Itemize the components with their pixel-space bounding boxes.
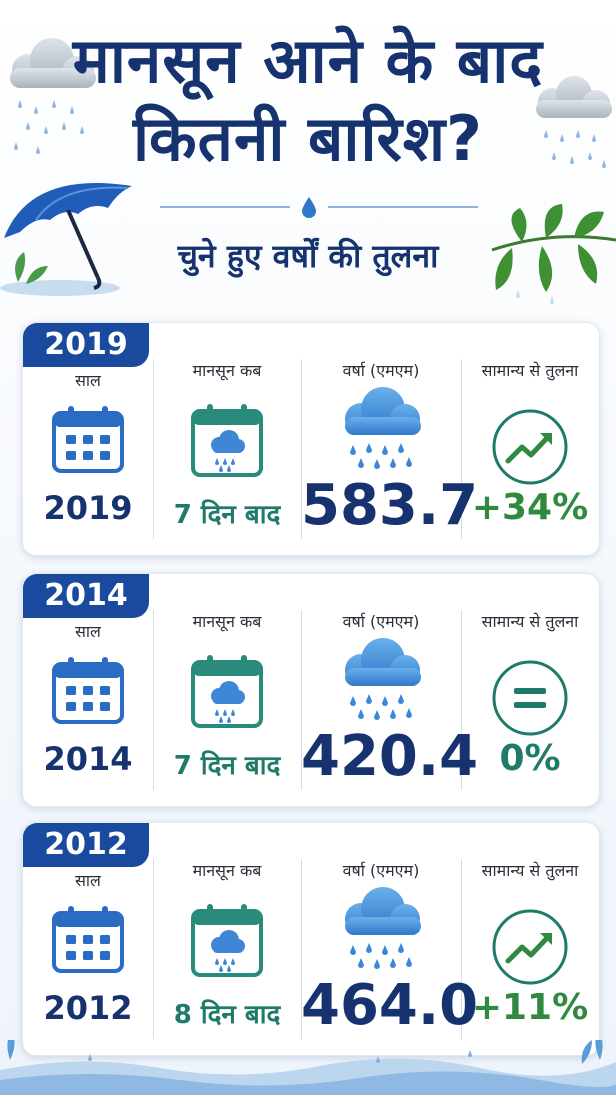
leaves-icon [491,204,616,304]
column-divider [461,610,462,790]
rain-cloud-icon [331,636,431,726]
comparison-column: सामान्य से तुलना 0% [461,574,599,806]
onset-column: मानसून कब 8 दिन बाद [153,823,301,1055]
divider-right [328,206,478,208]
onset-label: मानसून कब [192,361,262,380]
title-line-2: कितनी बारिश? [132,102,484,175]
rainfall-column: वर्षा (एमएम) 464.0 [301,823,479,1055]
column-divider [301,859,302,1039]
onset-value: 7 दिन बाद [173,500,281,530]
onset-column: मानसून कब 7 दिन बाद [153,574,301,806]
year-label: साल [75,871,101,890]
column-divider [461,859,462,1039]
rain-calendar-icon [191,903,263,977]
title-line-1: मानसून आने के बाद [72,24,544,97]
rainfall-value: 420.4 [301,724,479,789]
rainfall-value: 583.7 [301,473,479,538]
rain-calendar-icon [191,403,263,477]
header: मानसून आने के बाद कितनी बारिश? चुने हुए … [0,0,616,310]
rainfall-label: वर्षा (एमएम) [342,361,420,380]
rainfall-label: वर्षा (एमएम) [342,612,420,631]
trending-up-icon [490,407,570,487]
column-divider [301,610,302,790]
rain-cloud-icon [331,385,431,475]
comparison-label: सामान्य से तुलना [481,612,579,631]
year-value: 2014 [43,740,133,778]
year-card-2014: 2014 साल 2014 मानसून कब 7 दिन बाद वर्षा … [22,573,600,807]
comparison-value: 0% [499,738,561,779]
comparison-label: सामान्य से तुलना [481,361,579,380]
year-value: 2012 [43,989,133,1027]
year-column: साल 2012 [23,823,153,1055]
onset-value: 8 दिन बाद [173,1000,281,1030]
trending-up-icon [490,907,570,987]
comparison-value: +11% [471,987,589,1028]
water-drop-icon [302,197,316,218]
calendar-icon [52,656,124,724]
column-divider [301,359,302,539]
comparison-column: सामान्य से तुलना +11% [461,823,599,1055]
water-wave-decoration [0,1040,616,1095]
year-card-2019: 2019 साल 2019 मानसून कब 7 दिन बाद वर्षा … [22,322,600,556]
column-divider [461,359,462,539]
onset-column: मानसून कब 7 दिन बाद [153,323,301,555]
onset-label: मानसून कब [192,612,262,631]
rainfall-column: वर्षा (एमएम) 583.7 [301,323,479,555]
year-badge: 2012 [23,823,149,867]
year-badge: 2019 [23,323,149,367]
comparison-column: सामान्य से तुलना +34% [461,323,599,555]
calendar-icon [52,405,124,473]
year-column: साल 2014 [23,574,153,806]
year-column: साल 2019 [23,323,153,555]
comparison-value: +34% [471,487,589,528]
year-label: साल [75,371,101,390]
calendar-icon [52,905,124,973]
rain-calendar-icon [191,654,263,728]
year-card-2012: 2012 साल 2012 मानसून कब 8 दिन बाद वर्षा … [22,822,600,1056]
rain-cloud-decoration-icon [536,76,612,168]
equals-icon [490,658,570,738]
subtitle: चुने हुए वर्षों की तुलना [177,237,439,275]
year-value: 2019 [43,489,133,527]
rainfall-column: वर्षा (एमएम) 420.4 [301,574,479,806]
year-label: साल [75,622,101,641]
umbrella-icon [0,182,132,296]
year-badge: 2014 [23,574,149,618]
column-divider [153,859,154,1039]
rainfall-label: वर्षा (एमएम) [342,861,420,880]
onset-label: मानसून कब [192,861,262,880]
divider-left [160,206,290,208]
column-divider [153,610,154,790]
onset-value: 7 दिन बाद [173,751,281,781]
rain-cloud-decoration-icon [10,38,96,154]
column-divider [153,359,154,539]
rainfall-value: 464.0 [301,973,479,1038]
rain-cloud-icon [331,885,431,975]
comparison-label: सामान्य से तुलना [481,861,579,880]
